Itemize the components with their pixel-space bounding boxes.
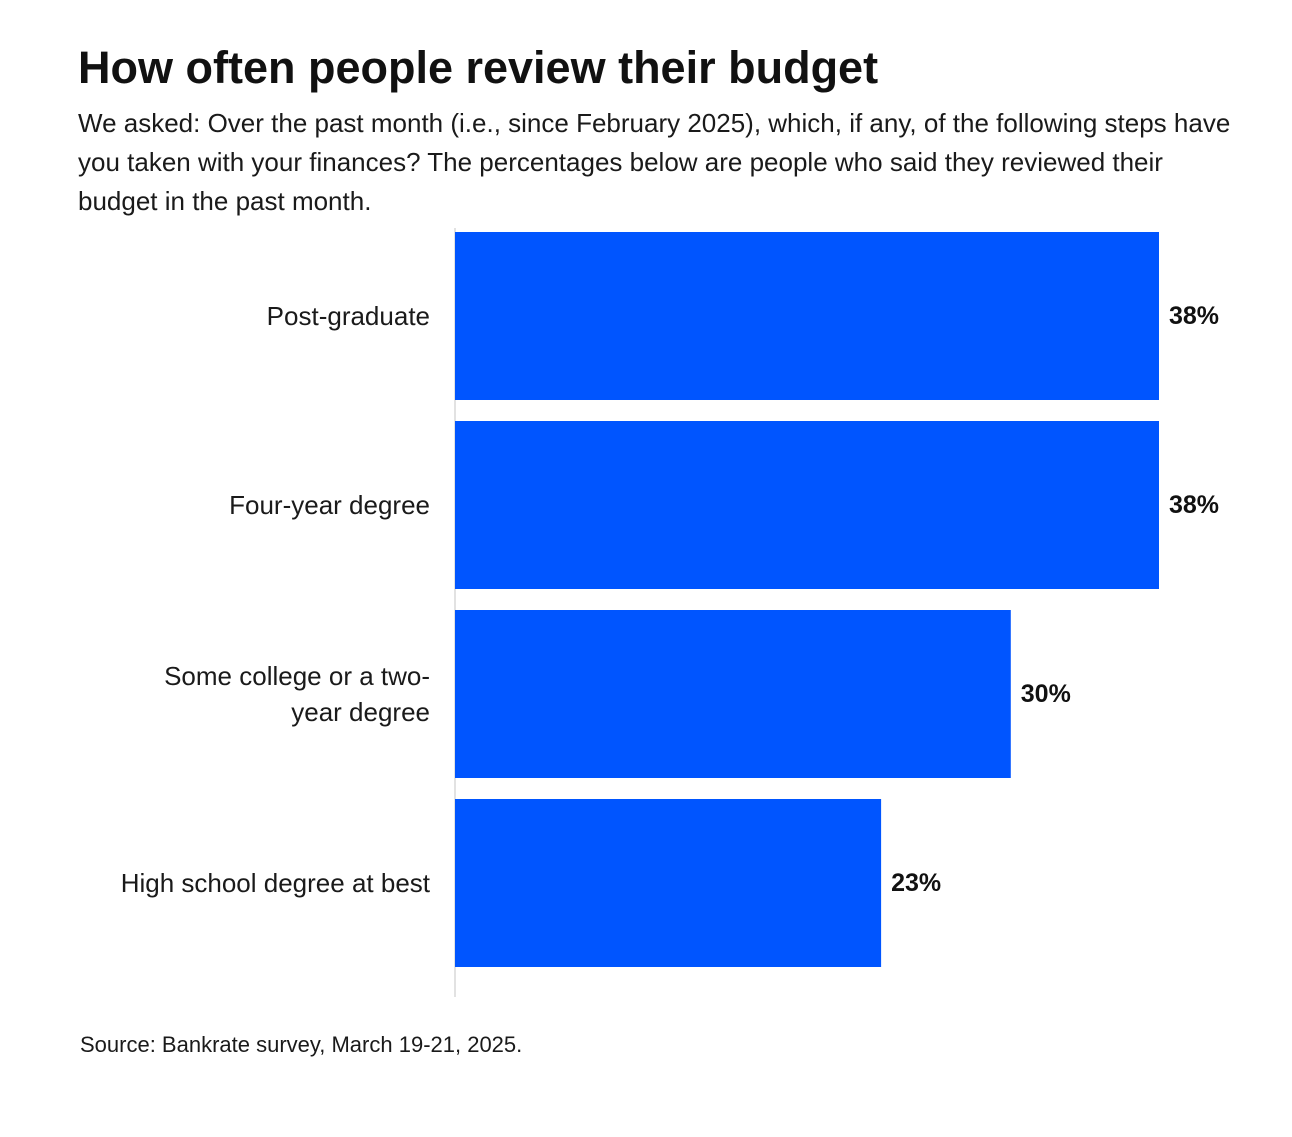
- chart-title: How often people review their budget: [78, 42, 879, 93]
- category-label: Post-graduate: [267, 301, 430, 331]
- value-label: 23%: [891, 869, 941, 897]
- bar-3: [455, 610, 1011, 778]
- bar-4: [455, 799, 882, 967]
- category-label: Some college or a two-year degree: [164, 661, 430, 727]
- category-label: Four-year degree: [229, 490, 430, 520]
- category-label: High school degree at best: [121, 868, 431, 898]
- bar-2: [455, 421, 1159, 589]
- chart-subtitle: We asked: Over the past month (i.e., sin…: [78, 108, 1231, 216]
- value-label: 38%: [1169, 302, 1219, 330]
- source-note: Source: Bankrate survey, March 19-21, 20…: [80, 1032, 523, 1057]
- bar-1: [455, 232, 1159, 400]
- value-label: 38%: [1169, 491, 1219, 519]
- value-label: 30%: [1021, 680, 1071, 708]
